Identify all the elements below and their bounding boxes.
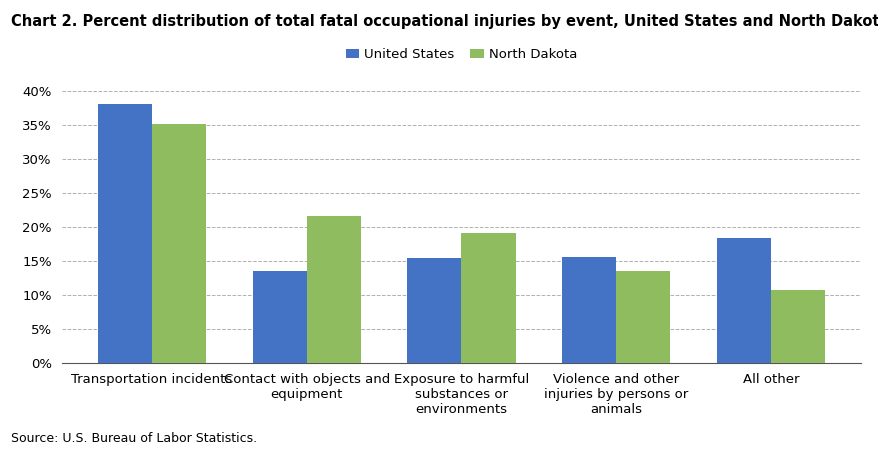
Bar bbox=[770, 290, 824, 363]
Text: Source: U.S. Bureau of Labor Statistics.: Source: U.S. Bureau of Labor Statistics. bbox=[11, 432, 257, 445]
Legend: United States, North Dakota: United States, North Dakota bbox=[345, 49, 577, 61]
Bar bbox=[461, 233, 515, 363]
Bar bbox=[561, 257, 615, 363]
Bar bbox=[97, 104, 152, 363]
Bar bbox=[407, 258, 461, 363]
Bar bbox=[306, 216, 361, 363]
Text: Chart 2. Percent distribution of total fatal occupational injuries by event, Uni: Chart 2. Percent distribution of total f… bbox=[11, 14, 878, 29]
Bar bbox=[716, 238, 770, 363]
Bar bbox=[152, 124, 206, 363]
Bar bbox=[615, 271, 670, 363]
Bar bbox=[252, 271, 306, 363]
